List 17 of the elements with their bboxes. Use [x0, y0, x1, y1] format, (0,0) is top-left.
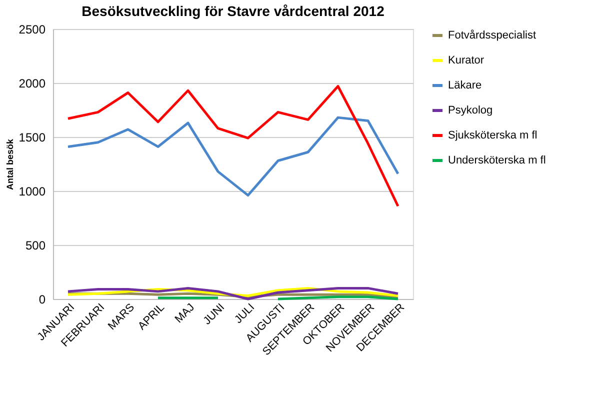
line-series	[66, 286, 400, 300]
y-tick-label: 1500	[18, 130, 46, 144]
line-series	[66, 116, 400, 197]
legend-label: Undersköterska m fl	[448, 154, 546, 166]
line-series	[66, 84, 400, 208]
y-tick-label: 500	[25, 238, 46, 252]
y-axis-title: Antal besök	[4, 138, 15, 190]
y-tick-label: 0	[38, 292, 46, 306]
legend-label: Läkare	[448, 80, 482, 92]
legend-label: Sjuksköterska m fl	[448, 130, 538, 142]
y-tick-label: 2500	[18, 22, 46, 36]
chart-title: Besöksutveckling för Stavre vårdcentral 2012	[82, 3, 385, 19]
legend-label: Kurator	[448, 54, 484, 66]
y-tick-label: 1000	[18, 184, 46, 198]
legend-label: Psykolog	[448, 104, 493, 116]
legend-label: Fotvårdsspecialist	[448, 30, 536, 42]
y-tick-label: 2000	[18, 76, 46, 90]
